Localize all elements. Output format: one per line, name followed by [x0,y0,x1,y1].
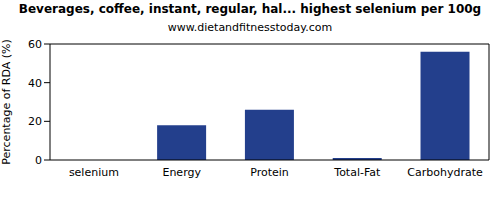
html-text:Beverages, coffee, instant, re: Beverages, coffee, instant, regular, hal… [18,2,482,16]
svg-text:60: 60 [28,38,42,51]
html-text:www.dietandfitnesstoday.com: www.dietandfitnesstoday.com [167,21,333,34]
svg-text:20: 20 [28,115,42,128]
svg-text:40: 40 [28,77,42,90]
svg-text:0: 0 [35,154,42,167]
svg-text:Total-Fat: Total-Fat [333,166,381,179]
svg-text:Protein: Protein [250,166,289,179]
svg-text:Percentage of RDA (%): Percentage of RDA (%) [8,39,13,164]
svg-text:selenium: selenium [69,166,119,179]
svg-text:Carbohydrate: Carbohydrate [407,166,483,179]
svg-text:Energy: Energy [162,166,201,179]
